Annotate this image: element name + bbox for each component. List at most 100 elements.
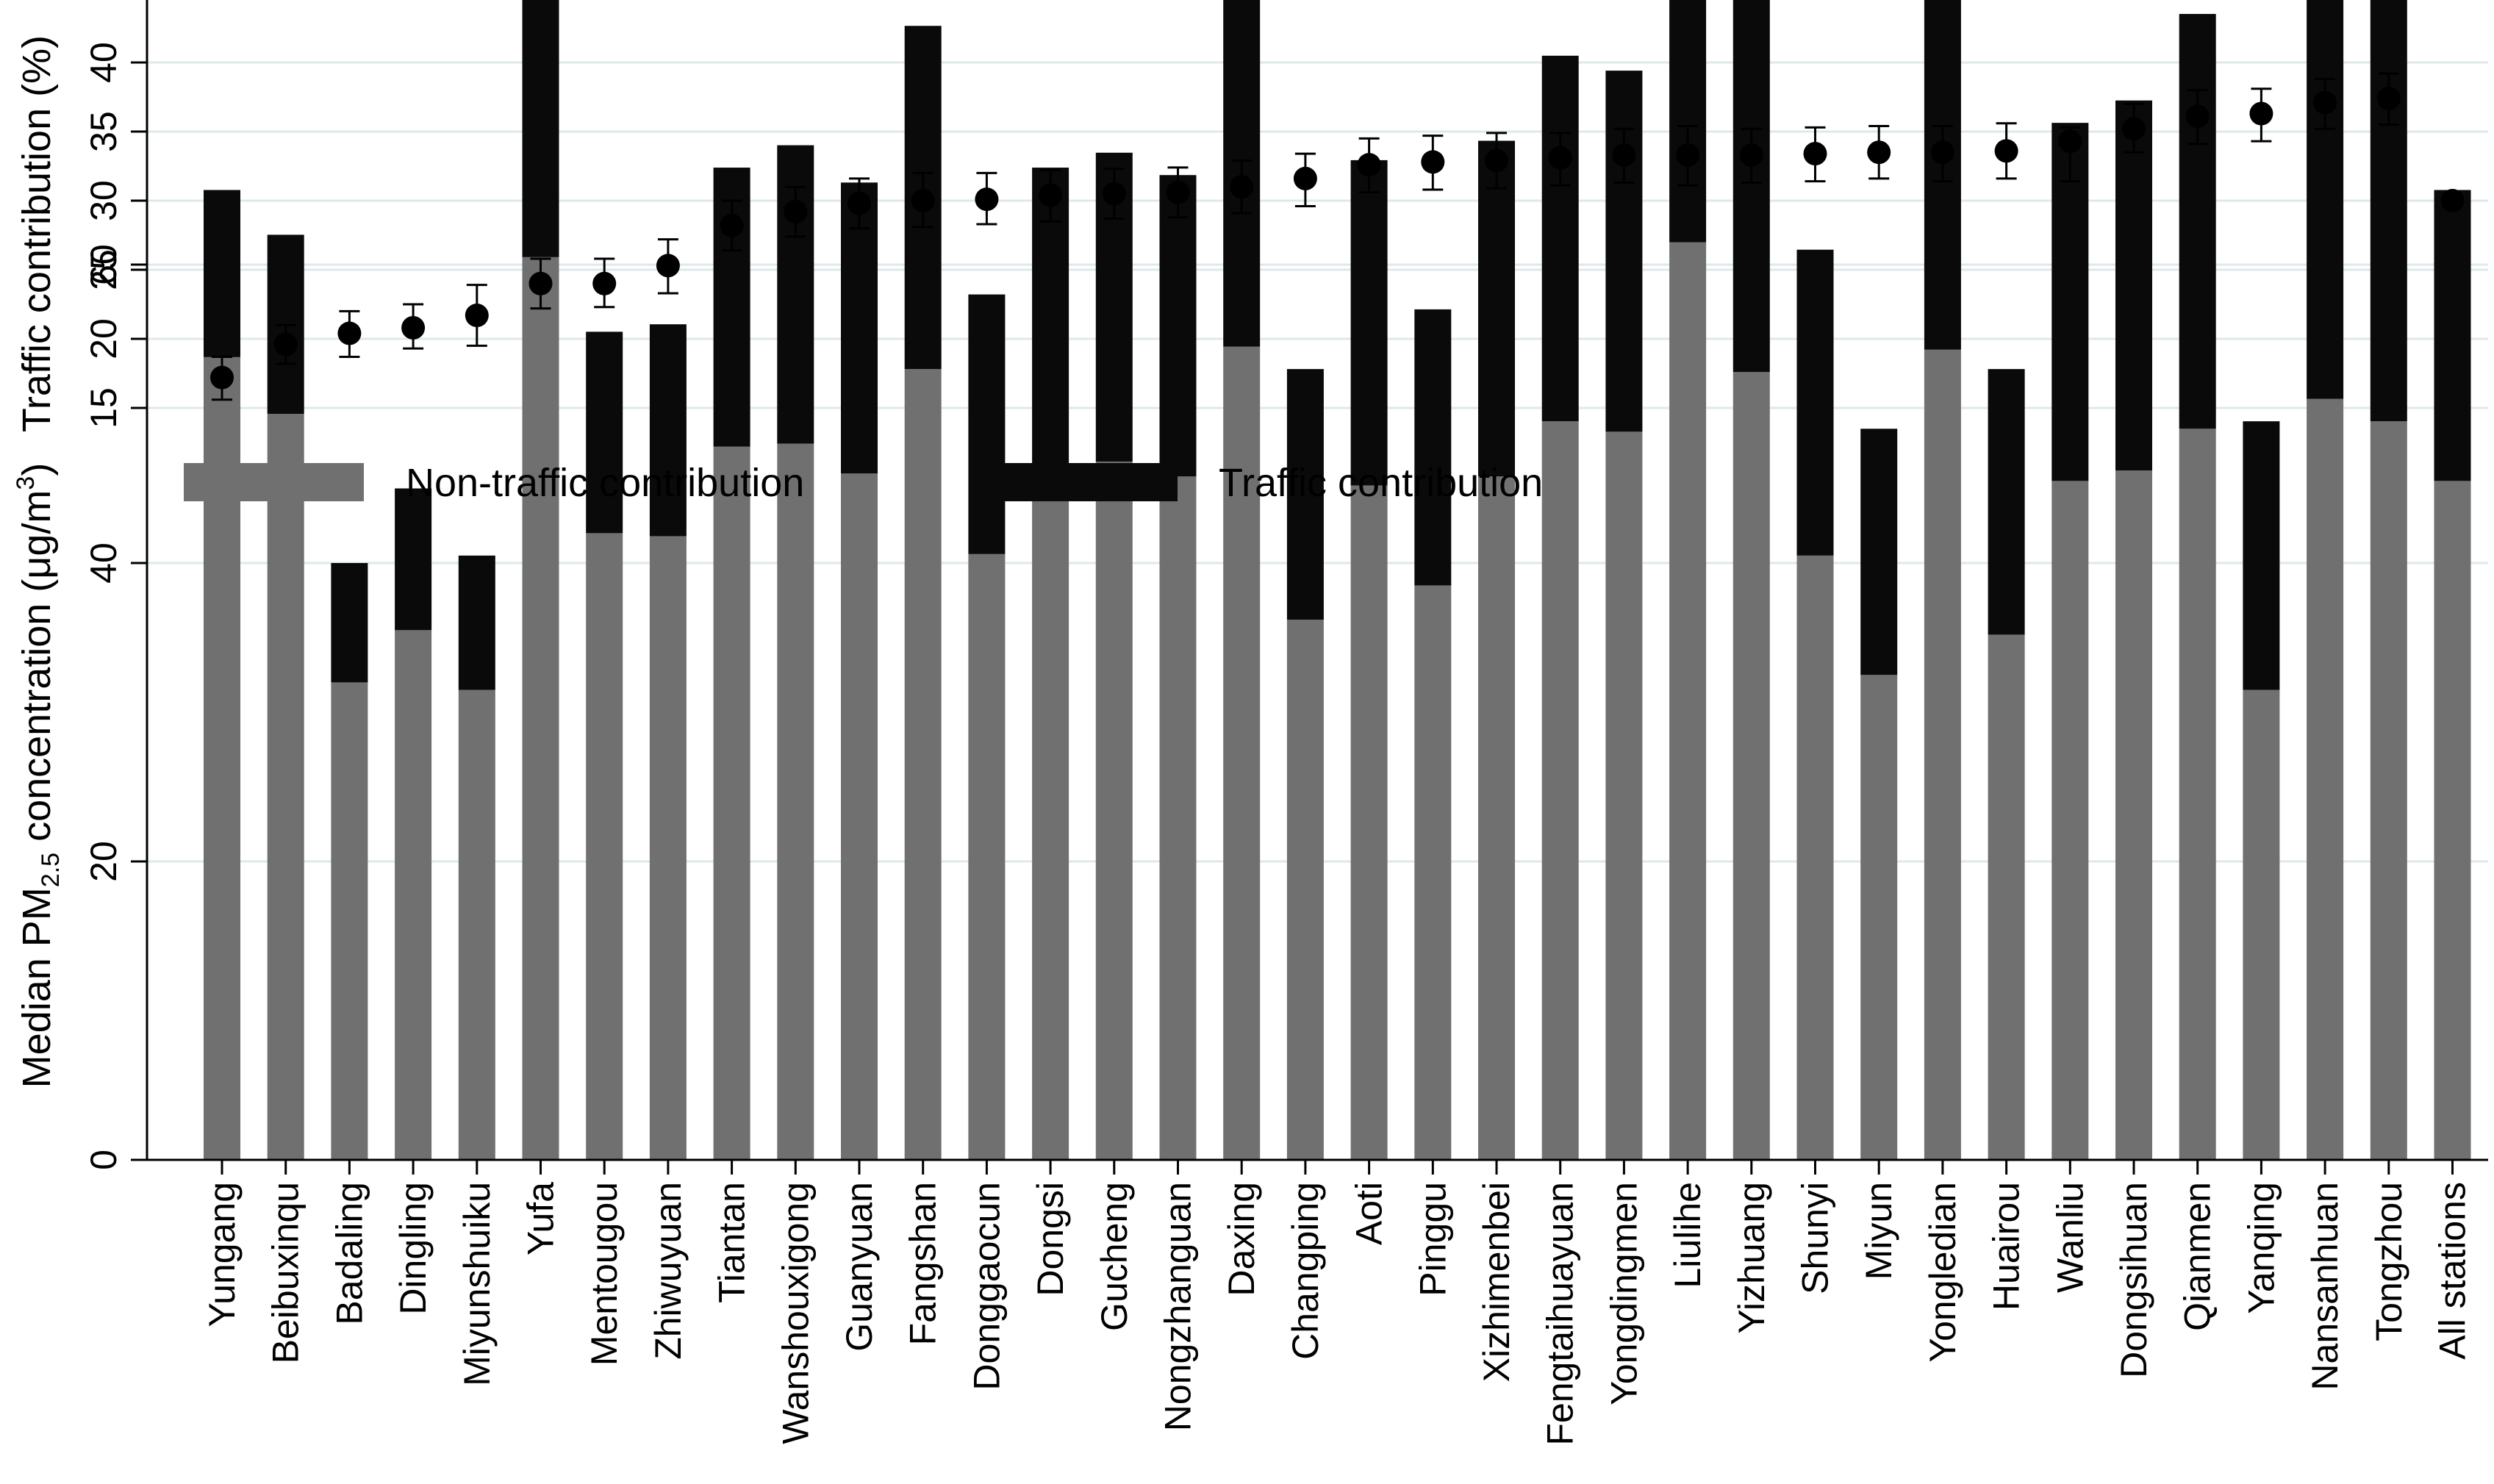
data-point (1421, 150, 1445, 174)
point-with-error-bar (1357, 137, 1381, 194)
bar-non-traffic (2179, 429, 2216, 1160)
x-tick-label: Dongsi (1030, 1182, 1071, 1297)
bottom-y-tick-label: 40 (83, 542, 124, 584)
x-tick-label: Yungang (201, 1182, 243, 1327)
stacked-bars (204, 0, 2471, 1161)
data-point (720, 213, 744, 237)
data-point (1485, 148, 1508, 173)
top-y-tick-label: 35 (83, 111, 124, 152)
top-y-tick-label: 30 (83, 180, 124, 221)
bar-traffic (1541, 55, 1579, 422)
bar-non-traffic (1414, 585, 1452, 1160)
bottom-y-axis-title-end: ) (15, 463, 59, 476)
bar-traffic (2243, 421, 2280, 690)
data-point (1867, 140, 1891, 165)
bar-non-traffic (1924, 349, 1961, 1161)
data-point (1166, 180, 1190, 204)
bar-traffic (968, 294, 1006, 554)
bar-traffic (1286, 369, 1324, 620)
bar-non-traffic (395, 630, 432, 1160)
data-point (1039, 183, 1063, 207)
point-with-error-bar (528, 257, 553, 310)
x-tick-label: Miyunshuiku (456, 1182, 498, 1386)
point-with-error-bar (656, 238, 680, 295)
bar-non-traffic (267, 414, 304, 1160)
point-with-error-bar (401, 303, 426, 350)
bar-traffic (395, 488, 432, 631)
x-tick-label: Shunyi (1795, 1182, 1836, 1294)
bar-traffic (522, 0, 559, 257)
data-point (273, 332, 298, 356)
bar-traffic (331, 563, 368, 683)
bar-traffic (586, 331, 623, 534)
legend: Non-traffic contribution Traffic contrib… (184, 461, 1543, 505)
legend-label-non-traffic: Non-traffic contribution (406, 461, 804, 505)
bar-non-traffic (1478, 476, 1515, 1160)
x-tick-label: Badaling (329, 1182, 370, 1325)
x-tick-label: Tongzhou (2368, 1182, 2409, 1341)
bottom-y-tick-labels: 020406080 (83, 244, 147, 1170)
data-point (784, 200, 808, 224)
point-with-error-bar (848, 177, 871, 230)
bar-non-traffic (458, 689, 495, 1160)
bar-traffic (1669, 0, 1707, 243)
bar-non-traffic (522, 257, 559, 1161)
point-with-error-bar (465, 284, 489, 347)
bar-non-traffic (1350, 485, 1388, 1160)
point-with-error-bar (337, 309, 362, 358)
bar-non-traffic (1605, 431, 1643, 1160)
bar-traffic (2115, 100, 2152, 471)
bar-non-traffic (1223, 346, 1261, 1160)
point-with-error-bar (2313, 78, 2337, 130)
bar-traffic (2052, 123, 2089, 481)
bar-non-traffic (1732, 372, 1770, 1160)
bar-traffic (204, 190, 240, 357)
bar-non-traffic (1541, 421, 1579, 1160)
point-with-error-bar (1166, 166, 1190, 219)
data-point (1548, 146, 1572, 170)
bar-traffic (1988, 369, 2025, 635)
data-point (1803, 142, 1827, 166)
point-with-error-bar (210, 355, 234, 401)
data-point (2376, 86, 2401, 110)
bottom-y-tick-label: 0 (83, 1150, 124, 1170)
data-point (1293, 166, 1317, 190)
x-tick-label: Wanliu (2049, 1182, 2090, 1293)
x-tick-label: Yanqing (2240, 1182, 2282, 1314)
traffic-contribution-points (210, 72, 2465, 401)
bar-non-traffic (2434, 481, 2471, 1160)
data-point (848, 191, 871, 215)
data-point (528, 271, 553, 295)
x-tick-label: Pinggu (1412, 1182, 1453, 1297)
x-tick-label: Dongsihuan (2113, 1182, 2154, 1378)
bar-non-traffic (2370, 421, 2407, 1160)
x-tick-label: Donggaocun (966, 1182, 1007, 1391)
bar-non-traffic (586, 533, 623, 1160)
bar-non-traffic (713, 446, 750, 1160)
x-tick-label: Yongdingmen (1603, 1182, 1644, 1405)
bottom-y-axis-title-main: Median PM (15, 887, 59, 1088)
x-tick-label: Beibuxinqu (265, 1182, 307, 1363)
bottom-y-tick-label: 60 (83, 244, 124, 285)
point-with-error-bar (1293, 152, 1317, 208)
bar-traffic (1159, 175, 1197, 477)
bar-traffic (1860, 429, 1898, 675)
point-with-error-bar (1994, 122, 2018, 180)
bottom-y-axis-title-superscript: 3 (12, 476, 40, 490)
bar-non-traffic (1988, 634, 2025, 1160)
bar-traffic (2370, 0, 2407, 422)
bar-traffic (1350, 159, 1388, 486)
bar-non-traffic (904, 369, 942, 1161)
point-with-error-bar (911, 171, 935, 229)
bar-non-traffic (1286, 620, 1324, 1160)
point-with-error-bar (592, 257, 617, 309)
point-with-error-bar (1930, 124, 1954, 183)
point-with-error-bar (2440, 189, 2465, 212)
data-point (656, 254, 680, 278)
point-with-error-bar (273, 323, 298, 365)
bar-non-traffic (2115, 470, 2152, 1160)
point-with-error-bar (2185, 89, 2210, 146)
point-with-error-bar (1739, 127, 1763, 184)
x-tick-label: Huairou (1986, 1182, 2027, 1311)
top-y-axis-title: Traffic contribution (%) (15, 35, 59, 432)
